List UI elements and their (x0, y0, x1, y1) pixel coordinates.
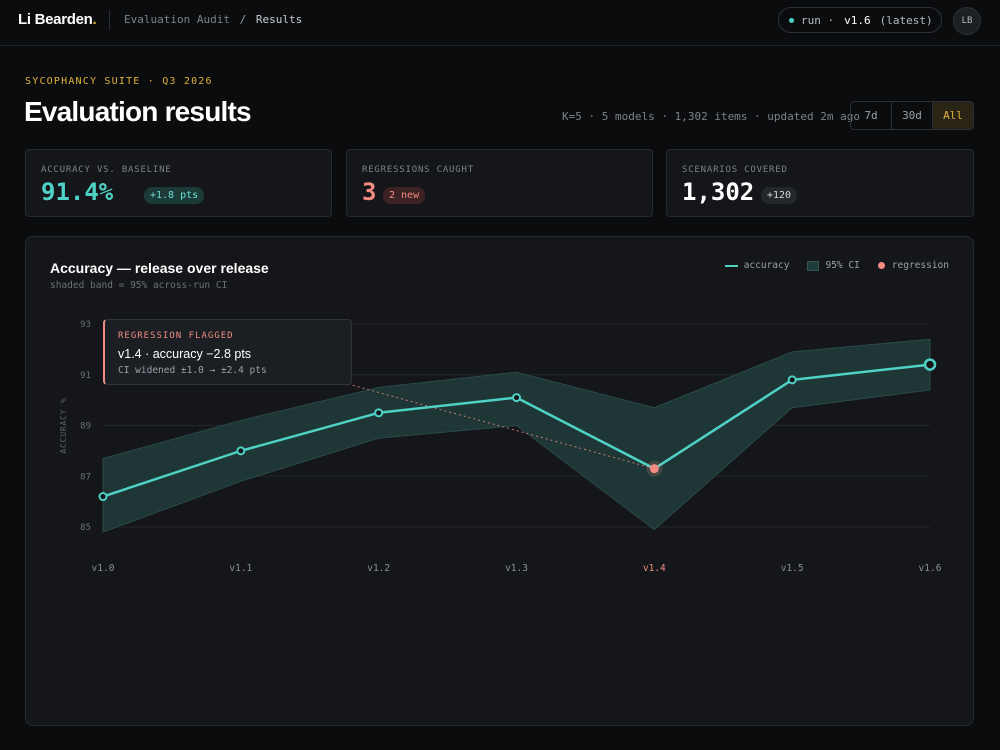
stat-value: 3 (362, 178, 377, 206)
avatar[interactable]: LB (953, 7, 981, 35)
time-range-toggle: 7d 30d All (850, 101, 974, 130)
x-tick-label: v1.2 (367, 563, 390, 574)
line-swatch-icon (724, 264, 738, 267)
range-all[interactable]: All (933, 102, 973, 129)
brand-logo[interactable]: Li Bearden. (18, 11, 97, 28)
range-7d[interactable]: 7d (851, 102, 892, 129)
data-point (787, 375, 797, 385)
stat-label: SCENARIOS COVERED (682, 165, 788, 175)
top-bar: Li Bearden. Evaluation Audit / Results r… (0, 0, 1000, 46)
data-point (512, 393, 521, 403)
chart-subtitle: shaded band = 95% across-run CI (50, 280, 228, 291)
stat-badge: +1.8 pts (144, 187, 205, 204)
breadcrumb-parent[interactable]: Evaluation Audit (124, 13, 230, 26)
data-point (98, 492, 108, 502)
data-point (374, 408, 384, 418)
results-meta: K=5 · 5 models · 1,302 items · updated 2… (562, 110, 861, 123)
stat-badge: 2 new (383, 187, 426, 204)
range-30d[interactable]: 30d (892, 102, 933, 129)
chart-panel: Accuracy — release over release shaded b… (25, 236, 974, 726)
regression-tooltip: REGRESSION FLAGGED v1.4 · accuracy −2.8 … (103, 319, 352, 385)
y-tick-label: 85 (80, 523, 91, 533)
chart-legend: accuracy 95% CI regression (707, 260, 949, 271)
x-tick-label: v1.0 (92, 563, 115, 574)
stat-card-accuracy: ACCURACY VS. BASELINE 91.4% +1.8 pts (25, 149, 332, 217)
regression-point (649, 464, 659, 474)
chart-title: Accuracy — release over release (50, 260, 269, 276)
page-title: Evaluation results (24, 96, 252, 127)
y-tick-label: 91 (80, 371, 91, 381)
tooltip-heading: REGRESSION FLAGGED (118, 331, 234, 341)
x-tick-label: v1.6 (919, 563, 942, 574)
data-point (236, 446, 246, 456)
breadcrumb-current: Results (255, 13, 303, 26)
divider (109, 10, 110, 30)
stat-value: 1,302 (682, 178, 755, 206)
legend-item-accuracy[interactable]: accuracy (724, 260, 789, 271)
breadcrumb: Evaluation Audit / Results (124, 13, 302, 26)
dot-swatch-icon (877, 262, 885, 269)
x-tick-label: v1.1 (229, 563, 252, 574)
y-axis-label: ACCURACY % (59, 397, 68, 453)
ci-band (102, 338, 931, 533)
stat-label: REGRESSIONS CAUGHT (362, 165, 474, 175)
y-tick-label: 93 (80, 320, 91, 330)
stat-card-scenarios: SCENARIOS COVERED 1,302 +120 (666, 149, 974, 217)
y-tick-label: 89 (80, 422, 91, 432)
data-point-latest (923, 358, 937, 371)
suite-eyebrow: SYCOPHANCY SUITE · Q3 2026 (25, 76, 213, 87)
run-tag: (latest) (879, 13, 933, 27)
tooltip-detail: CI widened ±1.0 → ±2.4 pts (118, 365, 267, 376)
legend-item-ci[interactable]: 95% CI (807, 260, 860, 271)
stat-label: ACCURACY VS. BASELINE (41, 165, 172, 175)
x-tick-label: v1.5 (781, 563, 804, 574)
stat-badge: +120 (761, 187, 798, 204)
band-swatch-icon (807, 260, 820, 271)
breadcrumb-separator: / (239, 13, 247, 26)
tooltip-title: v1.4 · accuracy −2.8 pts (118, 347, 252, 361)
run-version: v1.6 (844, 13, 871, 27)
x-tick-label: v1.4 (643, 563, 666, 574)
run-version-selector[interactable]: run · v1.6 (latest) (778, 7, 942, 33)
y-tick-label: 87 (80, 472, 91, 482)
x-tick-label: v1.3 (505, 563, 528, 574)
status-dot-icon (789, 17, 794, 23)
run-label: run · (801, 13, 835, 27)
legend-item-regression[interactable]: regression (877, 260, 949, 271)
stat-value: 91.4% (41, 178, 114, 206)
stat-card-regressions: REGRESSIONS CAUGHT 3 2 new (346, 149, 653, 217)
accuracy-chart: 85 87 89 91 93 ACCURACY % v1.0 v1.1 v1.2 v1.3 v1.4… (59, 320, 942, 574)
